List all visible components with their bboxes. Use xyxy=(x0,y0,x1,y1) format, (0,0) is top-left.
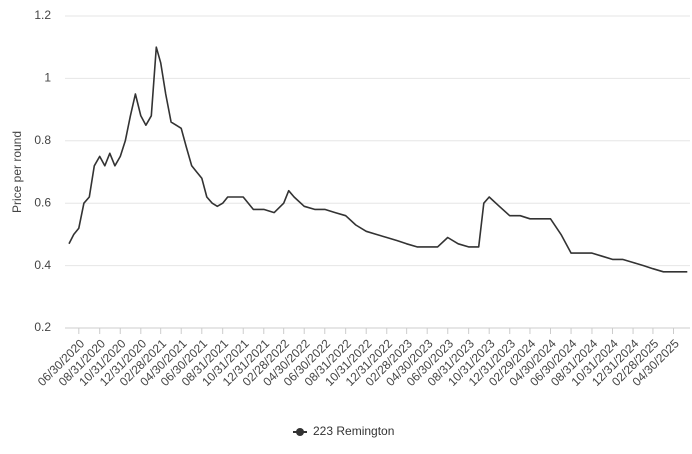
y-tick-label: 1 xyxy=(44,71,51,85)
y-tick-label: 0.6 xyxy=(34,195,51,209)
legend: 223 Remington xyxy=(293,424,394,438)
y-tick-label: 0.4 xyxy=(34,258,51,272)
y-tick-label: 0.8 xyxy=(34,133,51,147)
legend-label: 223 Remington xyxy=(313,424,394,438)
price-line xyxy=(68,46,688,273)
y-axis-label: Price per round xyxy=(10,131,24,213)
y-tick-label: 0.2 xyxy=(34,320,51,334)
y-tick-label: 1.2 xyxy=(34,8,51,22)
legend-marker xyxy=(296,428,304,436)
